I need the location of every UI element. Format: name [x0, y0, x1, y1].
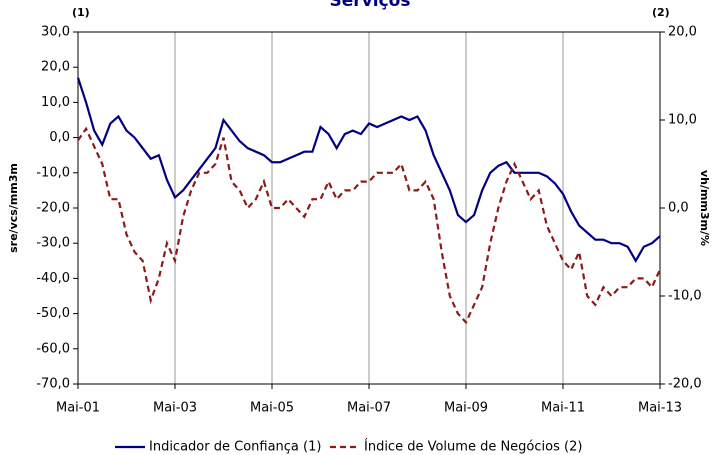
y-tick-label: -60,0 — [36, 341, 70, 356]
series-line — [77, 126, 661, 325]
y-tick-label: -30,0 — [36, 236, 70, 251]
y2-tick-label: -20,0 — [668, 377, 702, 392]
y-tick-label: 10,0 — [41, 95, 70, 110]
y2-tick-label: 0,0 — [668, 201, 689, 216]
series-line — [76, 77, 661, 264]
right-note: (2) — [652, 6, 670, 19]
y-tick-label: 0,0 — [49, 130, 70, 145]
chart-title: Serviços — [330, 0, 411, 11]
y-tick-label: -40,0 — [36, 271, 70, 286]
plot-frame — [77, 31, 661, 385]
y-tick-label: -10,0 — [36, 165, 70, 180]
legend-label: Índice de Volume de Negócios (2) — [364, 439, 582, 455]
y-tick-label: -70,0 — [36, 377, 70, 392]
x-tick-label: Mai-09 — [444, 401, 488, 416]
x-tick-label: Mai-01 — [56, 401, 100, 416]
y2-tick-label: 10,0 — [668, 113, 697, 128]
y-tick-label: 30,0 — [41, 25, 70, 40]
x-tick-label: Mai-07 — [347, 401, 391, 416]
x-tick-label: Mai-03 — [153, 401, 197, 416]
x-tick-label: Mai-05 — [250, 401, 294, 416]
y-axis-label: sre/vcs/mm3m — [7, 163, 20, 253]
y-tick-label: 20,0 — [41, 60, 70, 75]
x-tick-label: Mai-13 — [638, 401, 682, 416]
y2-tick-label: 20,0 — [668, 25, 697, 40]
legend-label: Indicador de Confiança (1) — [149, 440, 321, 455]
y-tick-label: -20,0 — [36, 201, 70, 216]
y2-tick-label: -10,0 — [668, 289, 702, 304]
x-tick-label: Mai-11 — [541, 401, 585, 416]
y-tick-label: -50,0 — [36, 306, 70, 321]
y2-axis-label: vh/mm3m/% — [698, 170, 711, 246]
left-note: (1) — [72, 6, 90, 19]
